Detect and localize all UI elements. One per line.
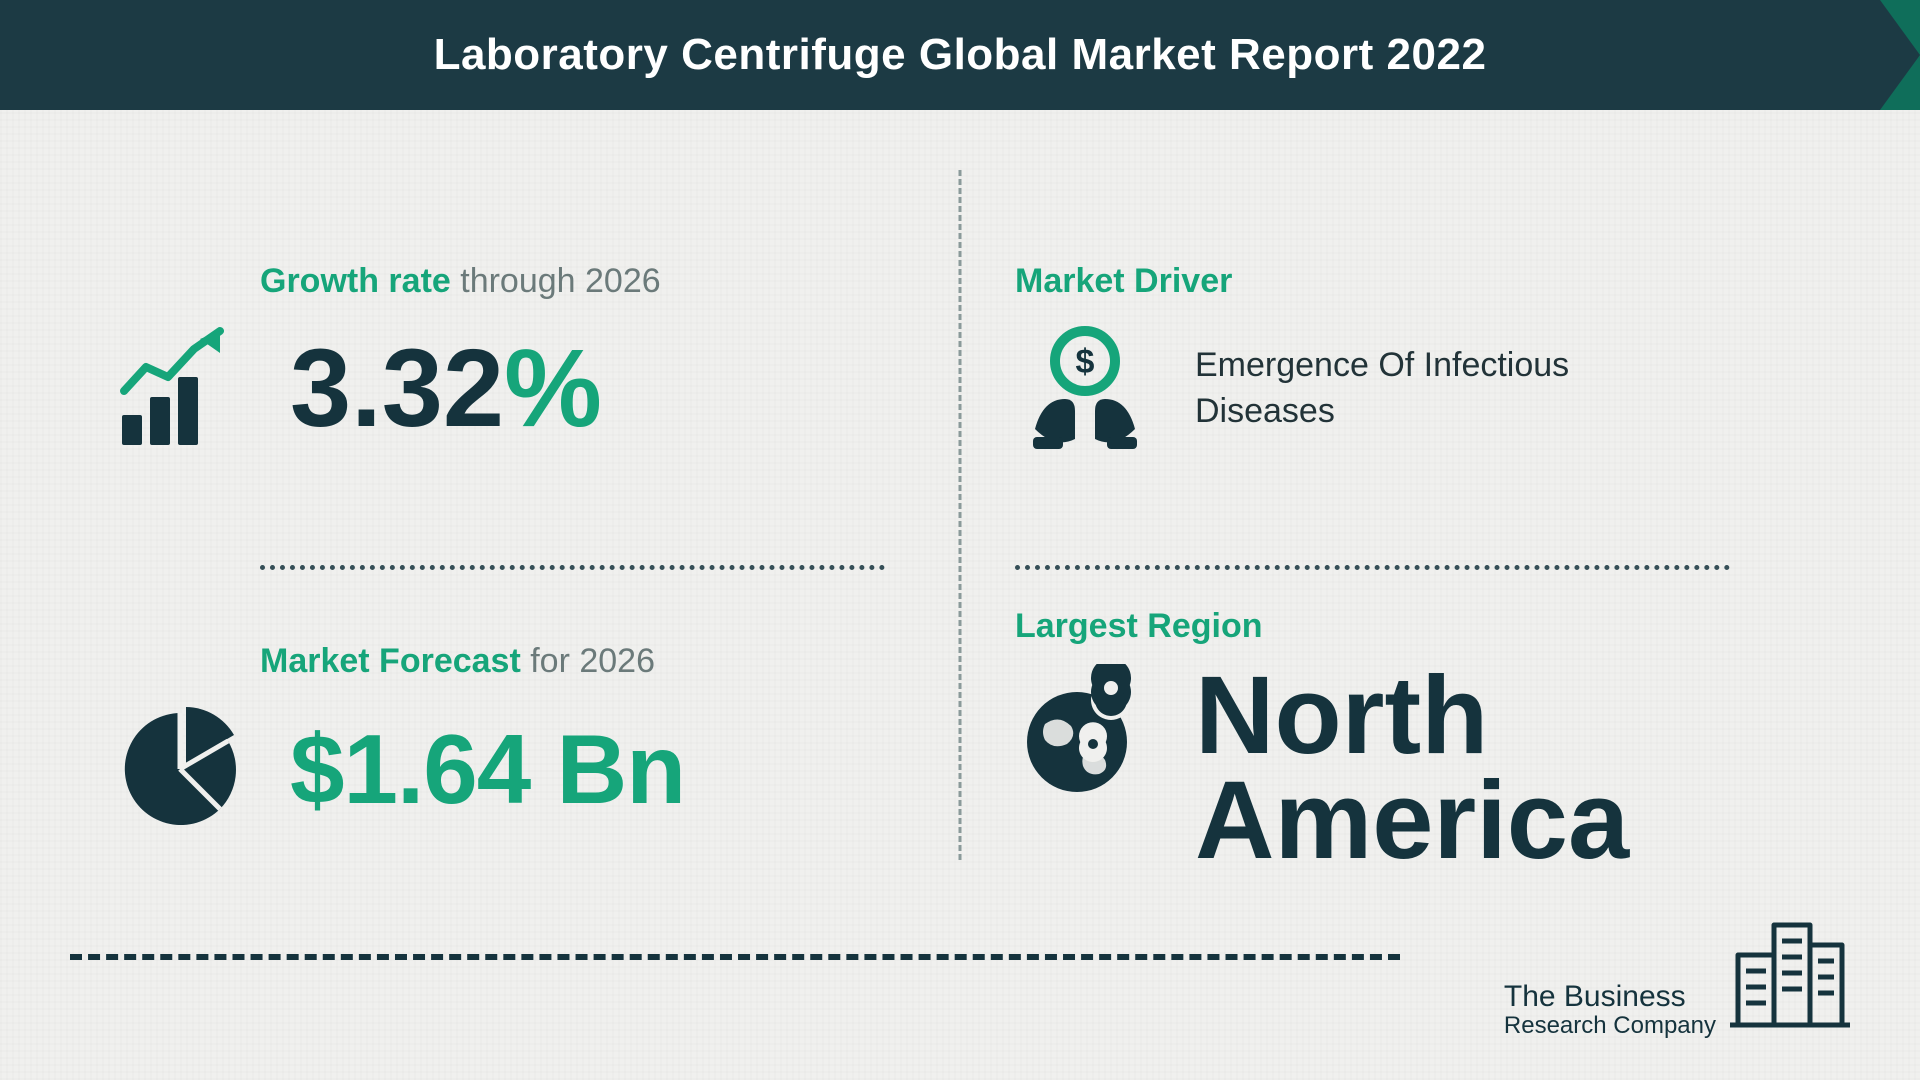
growth-value-number: 3.32 [290,327,504,450]
region-value-text: North America [1195,664,1629,873]
growth-value-suffix: % [504,327,602,450]
driver-cell: Market Driver $ Emergence Of Infectious … [995,170,1820,550]
footer-logo: The Business Research Company [1504,895,1850,1040]
growth-label-rest: through 2026 [451,262,661,300]
svg-text:$: $ [1076,343,1095,381]
footer-line1: The Business [1504,980,1716,1014]
forecast-value: $1.64 Bn [290,720,685,818]
pie-chart-icon [110,699,250,839]
forecast-label-rest: for 2026 [521,642,655,680]
growth-label-accent: Growth rate [260,262,451,300]
region-label: Largest Region [1015,607,1262,645]
hands-coin-icon: $ [1015,319,1155,459]
buildings-icon [1730,895,1850,1040]
driver-label: Market Driver [1015,262,1232,300]
bottom-dash-line [70,954,1400,960]
forecast-label-accent: Market Forecast [260,642,521,680]
header-bar: Laboratory Centrifuge Global Market Repo… [0,0,1920,110]
growth-chart-icon [110,319,250,459]
forecast-cell: Market Forecast for 2026 $1.64 Bn [110,550,935,930]
globe-pins-icon [1015,664,1155,804]
page-title: Laboratory Centrifuge Global Market Repo… [434,30,1487,80]
driver-label-row: Market Driver [1015,262,1820,301]
region-label-row: Largest Region [1015,607,1820,646]
region-cell: Largest Region [995,550,1820,930]
region-value: North America [1195,664,1629,873]
footer-line2: Research Company [1504,1012,1716,1040]
header-corner-arrow [1880,0,1920,110]
forecast-label-row: Market Forecast for 2026 [260,642,935,681]
growth-label: Growth rate through 2026 [260,262,935,301]
growth-value: 3.32% [290,334,602,444]
driver-text: Emergence Of Infectious Diseases [1195,343,1615,435]
growth-cell: Growth rate through 2026 [110,170,935,550]
